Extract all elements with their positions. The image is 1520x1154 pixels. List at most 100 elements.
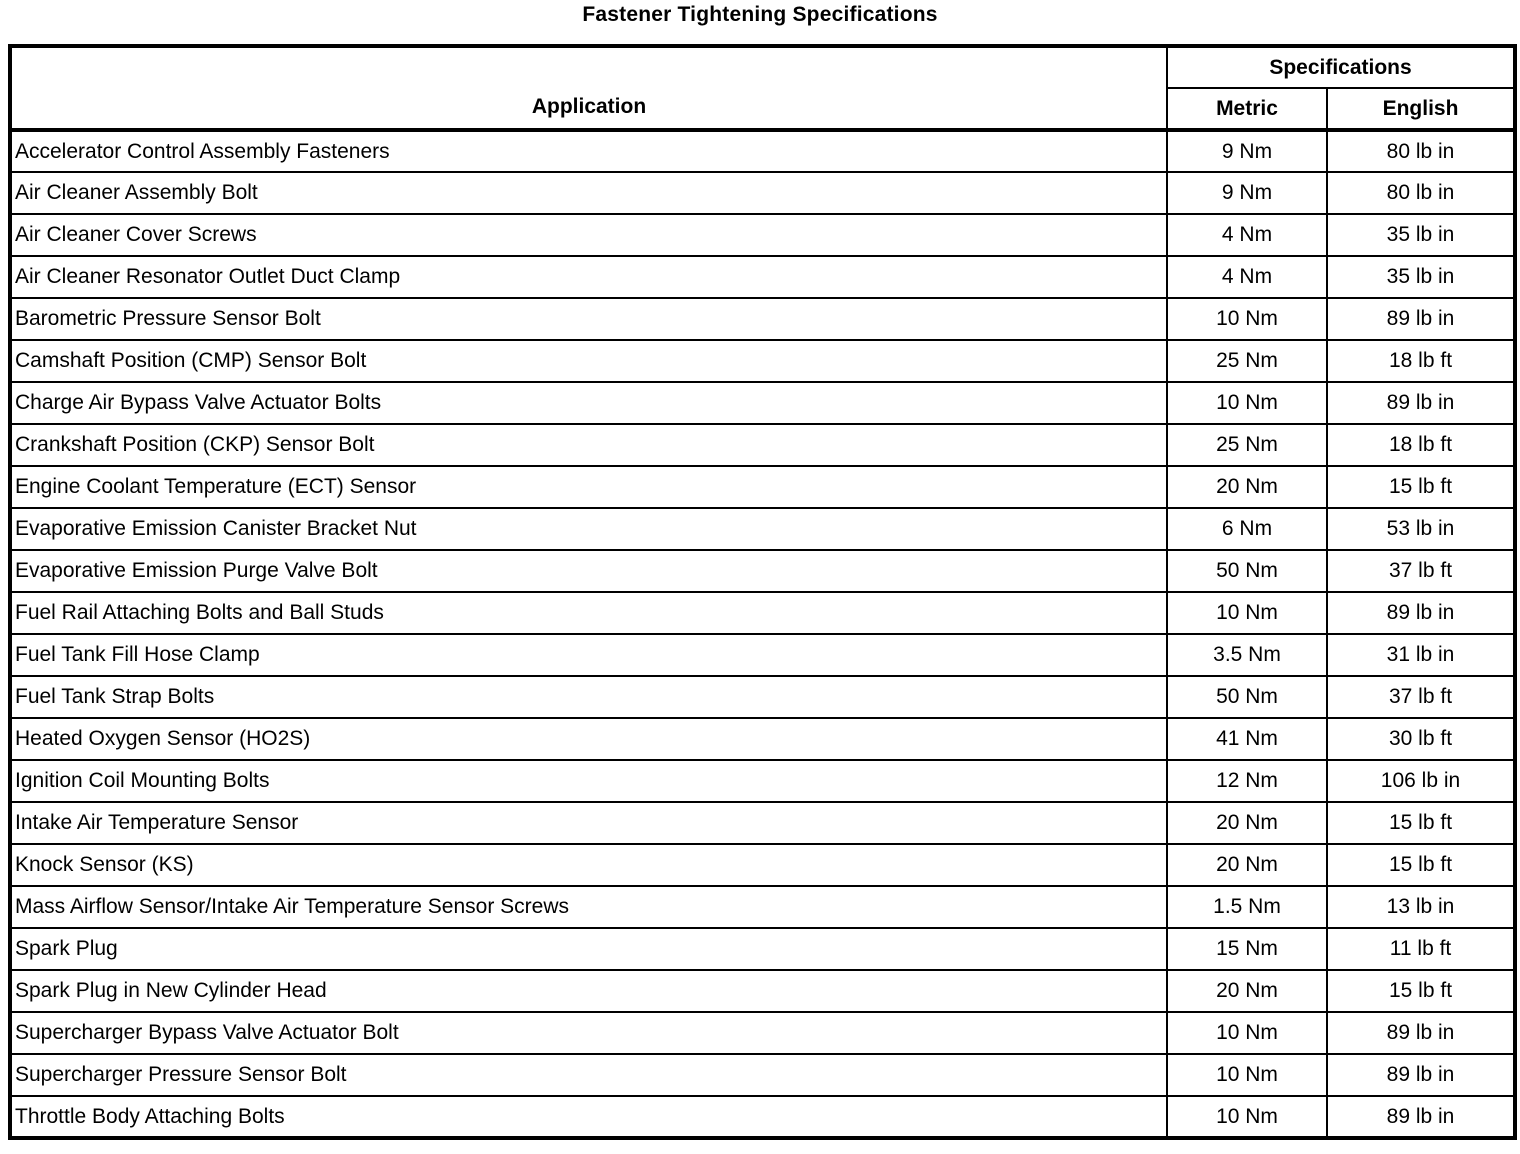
row-metric-cell: 9 Nm (1166, 171, 1328, 215)
row-metric-cell: 50 Nm (1166, 675, 1328, 719)
table-row: Barometric Pressure Sensor Bolt 10 Nm 89 l… (9, 297, 1517, 341)
row-english-cell: 15 lb ft (1325, 801, 1517, 845)
header-row-group: Application Specifications (9, 45, 1517, 131)
row-application-cell: Ignition Coil Mounting Bolts (9, 759, 1168, 803)
row-metric-cell: 20 Nm (1166, 801, 1328, 845)
row-application-cell: Knock Sensor (KS) (9, 843, 1168, 887)
row-metric-cell: 20 Nm (1166, 843, 1328, 887)
table-row: Engine Coolant Temperature (ECT) Sensor 2… (9, 465, 1517, 509)
table-row: Charge Air Bypass Valve Actuator Bolts 10… (9, 381, 1517, 425)
row-english-cell: 15 lb ft (1325, 843, 1517, 887)
row-application-cell: Air Cleaner Resonator Outlet Duct Clamp (9, 255, 1168, 299)
table-row: Accelerator Control Assembly Fasteners 9 … (9, 129, 1517, 173)
row-application-cell: Fuel Tank Fill Hose Clamp (9, 633, 1168, 677)
page-title: Fastener Tightening Specifications (582, 3, 938, 26)
row-english-cell: 80 lb in (1325, 129, 1517, 173)
row-application-cell: Barometric Pressure Sensor Bolt (9, 297, 1168, 341)
table-row: Knock Sensor (KS) 20 Nm 15 lb ft (9, 843, 1517, 887)
column-group-header-specifications: Specifications (1165, 45, 1517, 89)
row-english-cell: 31 lb in (1325, 633, 1517, 677)
table-row: Air Cleaner Assembly Bolt 9 Nm 80 lb in (9, 171, 1517, 215)
row-metric-cell: 12 Nm (1166, 759, 1328, 803)
table-row: Camshaft Position (CMP) Sensor Bolt 25 Nm… (9, 339, 1517, 383)
row-application-cell: Supercharger Pressure Sensor Bolt (9, 1053, 1168, 1097)
table-row: Spark Plug 15 Nm 11 lb ft (9, 927, 1517, 971)
table-row: Fuel Tank Fill Hose Clamp 3.5 Nm 31 lb in (9, 633, 1517, 677)
row-english-cell: 89 lb in (1325, 1095, 1517, 1139)
row-metric-cell: 4 Nm (1166, 255, 1328, 299)
row-metric-cell: 3.5 Nm (1166, 633, 1328, 677)
row-metric-cell: 50 Nm (1166, 549, 1328, 593)
row-application-cell: Mass Airflow Sensor/Intake Air Temperatu… (9, 885, 1168, 929)
row-english-cell: 15 lb ft (1325, 969, 1517, 1013)
table-row: Evaporative Emission Canister Bracket Nu… (9, 507, 1517, 551)
row-application-cell: Heated Oxygen Sensor (HO2S) (9, 717, 1168, 761)
row-metric-cell: 10 Nm (1166, 591, 1328, 635)
row-english-cell: 37 lb ft (1325, 549, 1517, 593)
fastener-specifications-table: Application Specifications Metric Englis… (8, 44, 1518, 1140)
row-english-cell: 13 lb in (1325, 885, 1517, 929)
row-english-cell: 89 lb in (1325, 297, 1517, 341)
row-metric-cell: 20 Nm (1166, 969, 1328, 1013)
row-application-cell: Camshaft Position (CMP) Sensor Bolt (9, 339, 1168, 383)
row-metric-cell: 25 Nm (1166, 339, 1328, 383)
table-row: Evaporative Emission Purge Valve Bolt 50 … (9, 549, 1517, 593)
row-application-cell: Accelerator Control Assembly Fasteners (9, 129, 1168, 173)
header-row-units: Metric English (10, 87, 1517, 131)
table-header: Application Specifications Metric Englis… (9, 45, 1517, 131)
table-row: Supercharger Pressure Sensor Bolt 10 Nm 89… (9, 1053, 1517, 1097)
table-row: Intake Air Temperature Sensor 20 Nm 15 lb … (9, 801, 1517, 845)
column-header-application: Application (9, 45, 1168, 131)
row-english-cell: 37 lb ft (1325, 675, 1517, 719)
table-row: Supercharger Bypass Valve Actuator Bolt 1… (9, 1011, 1517, 1055)
table-row: Air Cleaner Cover Screws 4 Nm 35 lb in (9, 213, 1517, 257)
row-application-cell: Supercharger Bypass Valve Actuator Bolt (9, 1011, 1168, 1055)
column-header-metric: Metric (1166, 87, 1328, 131)
table-row: Heated Oxygen Sensor (HO2S) 41 Nm 30 lb ft (9, 717, 1517, 761)
row-application-cell: Charge Air Bypass Valve Actuator Bolts (9, 381, 1168, 425)
row-english-cell: 11 lb ft (1325, 927, 1517, 971)
row-metric-cell: 41 Nm (1166, 717, 1328, 761)
row-english-cell: 89 lb in (1325, 381, 1517, 425)
row-english-cell: 89 lb in (1325, 591, 1517, 635)
row-english-cell: 35 lb in (1325, 213, 1517, 257)
row-english-cell: 15 lb ft (1325, 465, 1517, 509)
row-english-cell: 18 lb ft (1325, 423, 1517, 467)
row-application-cell: Evaporative Emission Canister Bracket Nu… (9, 507, 1168, 551)
row-application-cell: Spark Plug (9, 927, 1168, 971)
row-english-cell: 80 lb in (1325, 171, 1517, 215)
row-metric-cell: 4 Nm (1166, 213, 1328, 257)
row-metric-cell: 10 Nm (1166, 1011, 1328, 1055)
row-application-cell: Intake Air Temperature Sensor (9, 801, 1168, 845)
row-application-cell: Throttle Body Attaching Bolts (9, 1095, 1168, 1139)
column-header-english: English (1325, 87, 1517, 131)
row-metric-cell: 20 Nm (1166, 465, 1328, 509)
row-metric-cell: 6 Nm (1166, 507, 1328, 551)
row-metric-cell: 15 Nm (1166, 927, 1328, 971)
row-application-cell: Air Cleaner Assembly Bolt (9, 171, 1168, 215)
table-row: Throttle Body Attaching Bolts 10 Nm 89 lb … (9, 1095, 1517, 1139)
table-row: Air Cleaner Resonator Outlet Duct Clamp 4… (9, 255, 1517, 299)
table-row: Fuel Rail Attaching Bolts and Ball Studs… (9, 591, 1517, 635)
table-body: Accelerator Control Assembly Fasteners 9 … (9, 129, 1517, 1139)
row-english-cell: 53 lb in (1325, 507, 1517, 551)
row-english-cell: 35 lb in (1325, 255, 1517, 299)
row-application-cell: Engine Coolant Temperature (ECT) Sensor (9, 465, 1168, 509)
row-english-cell: 89 lb in (1325, 1053, 1517, 1097)
table-row: Fuel Tank Strap Bolts 50 Nm 37 lb ft (9, 675, 1517, 719)
row-metric-cell: 9 Nm (1166, 129, 1328, 173)
row-application-cell: Evaporative Emission Purge Valve Bolt (9, 549, 1168, 593)
row-english-cell: 89 lb in (1325, 1011, 1517, 1055)
row-metric-cell: 10 Nm (1166, 1095, 1328, 1139)
row-english-cell: 18 lb ft (1325, 339, 1517, 383)
row-metric-cell: 10 Nm (1166, 297, 1328, 341)
row-application-cell: Fuel Tank Strap Bolts (9, 675, 1168, 719)
table-row: Spark Plug in New Cylinder Head 20 Nm 15 l… (9, 969, 1517, 1013)
row-metric-cell: 10 Nm (1166, 1053, 1328, 1097)
row-metric-cell: 10 Nm (1166, 381, 1328, 425)
row-metric-cell: 25 Nm (1166, 423, 1328, 467)
table-row: Mass Airflow Sensor/Intake Air Temperatu… (9, 885, 1517, 929)
row-english-cell: 30 lb ft (1325, 717, 1517, 761)
row-english-cell: 106 lb in (1325, 759, 1517, 803)
